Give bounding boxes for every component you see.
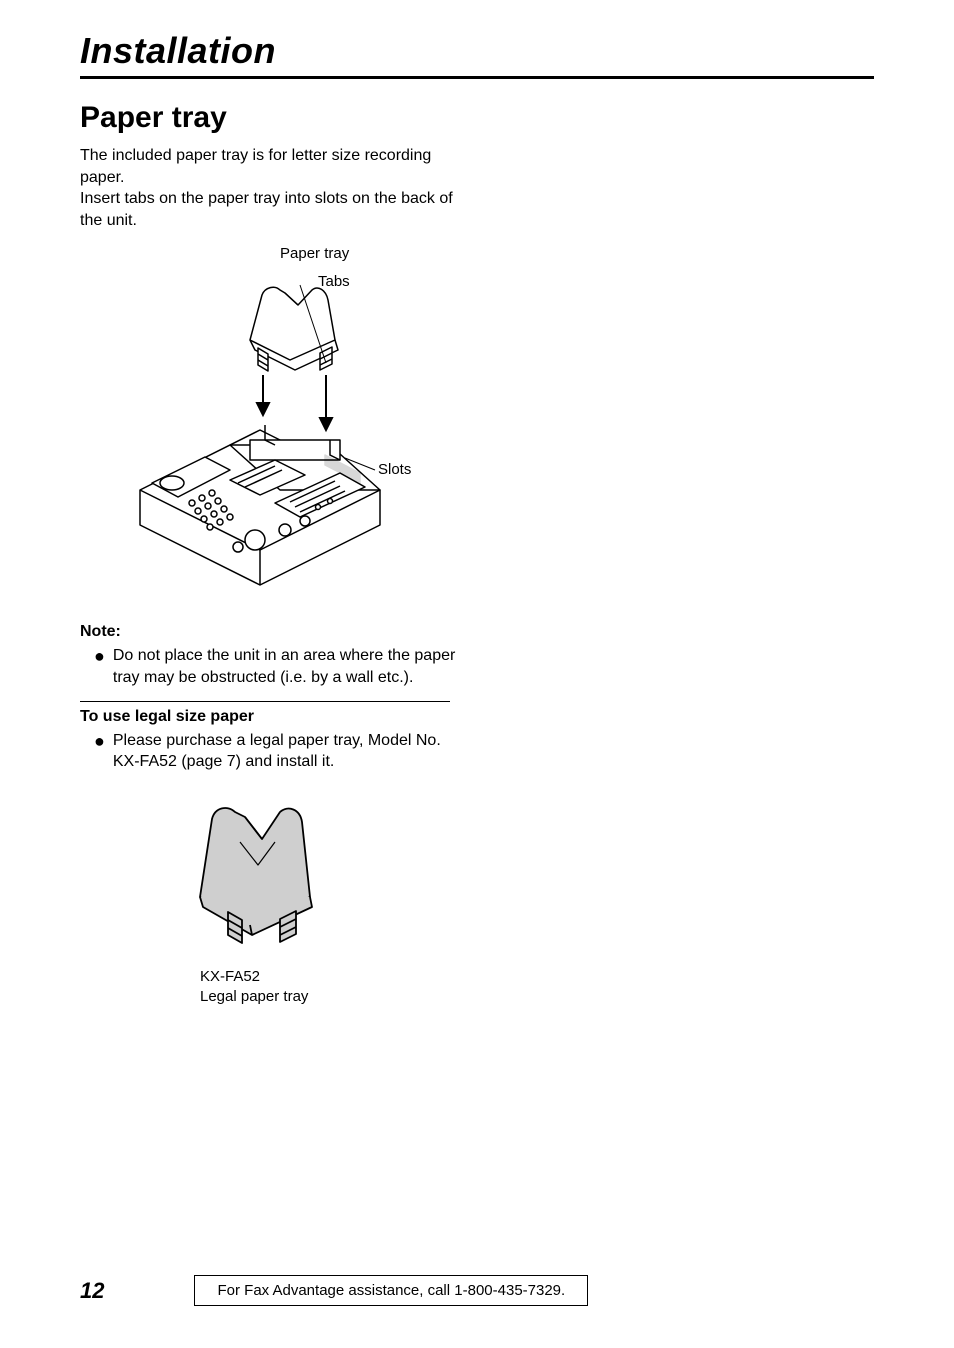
note-bullet-text: Do not place the unit in an area where t…: [113, 645, 460, 688]
caption-desc: Legal paper tray: [200, 988, 308, 1005]
left-column: Paper tray The included paper tray is fo…: [80, 101, 460, 1017]
chapter-title: Installation: [80, 30, 874, 79]
bullet-icon: ●: [94, 732, 105, 773]
note-block: Note: ● Do not place the unit in an area…: [80, 623, 460, 688]
intro-paragraph: The included paper tray is for letter si…: [80, 145, 460, 231]
note-heading: Note:: [80, 623, 460, 641]
legal-heading: To use legal size paper: [80, 708, 460, 726]
arrow-down-icon: [257, 375, 332, 430]
footer-assistance-box: For Fax Advantage assistance, call 1-800…: [194, 1275, 588, 1306]
section-title: Paper tray: [80, 101, 460, 135]
intro-line-1: The included paper tray is for letter si…: [80, 147, 431, 186]
horizontal-rule: [80, 701, 450, 702]
legal-bullet-text: Please purchase a legal paper tray, Mode…: [113, 730, 460, 773]
intro-line-2: Insert tabs on the paper tray into slots…: [80, 190, 453, 229]
bullet-icon: ●: [94, 647, 105, 688]
page: Installation Paper tray The included pap…: [0, 0, 954, 1348]
caption-model: KX-FA52: [200, 968, 260, 985]
diagram-legal-tray: [80, 797, 460, 957]
fax-machine-icon: [140, 430, 380, 585]
page-footer: 12 For Fax Advantage assistance, call 1-…: [80, 1275, 874, 1306]
figure2-caption: KX-FA52 Legal paper tray: [200, 967, 308, 1008]
label-paper-tray: Paper tray: [280, 245, 349, 262]
diagram-fax-with-tray: [80, 245, 460, 605]
page-number: 12: [80, 1278, 104, 1304]
label-tabs: Tabs: [318, 273, 350, 290]
figure-paper-tray-install: Paper tray Tabs Slots: [80, 245, 460, 605]
legal-bullet-item: ● Please purchase a legal paper tray, Mo…: [80, 730, 460, 773]
note-bullet-item: ● Do not place the unit in an area where…: [80, 645, 460, 688]
figure-legal-tray: KX-FA52 Legal paper tray: [80, 797, 460, 1017]
label-slots: Slots: [378, 461, 411, 478]
